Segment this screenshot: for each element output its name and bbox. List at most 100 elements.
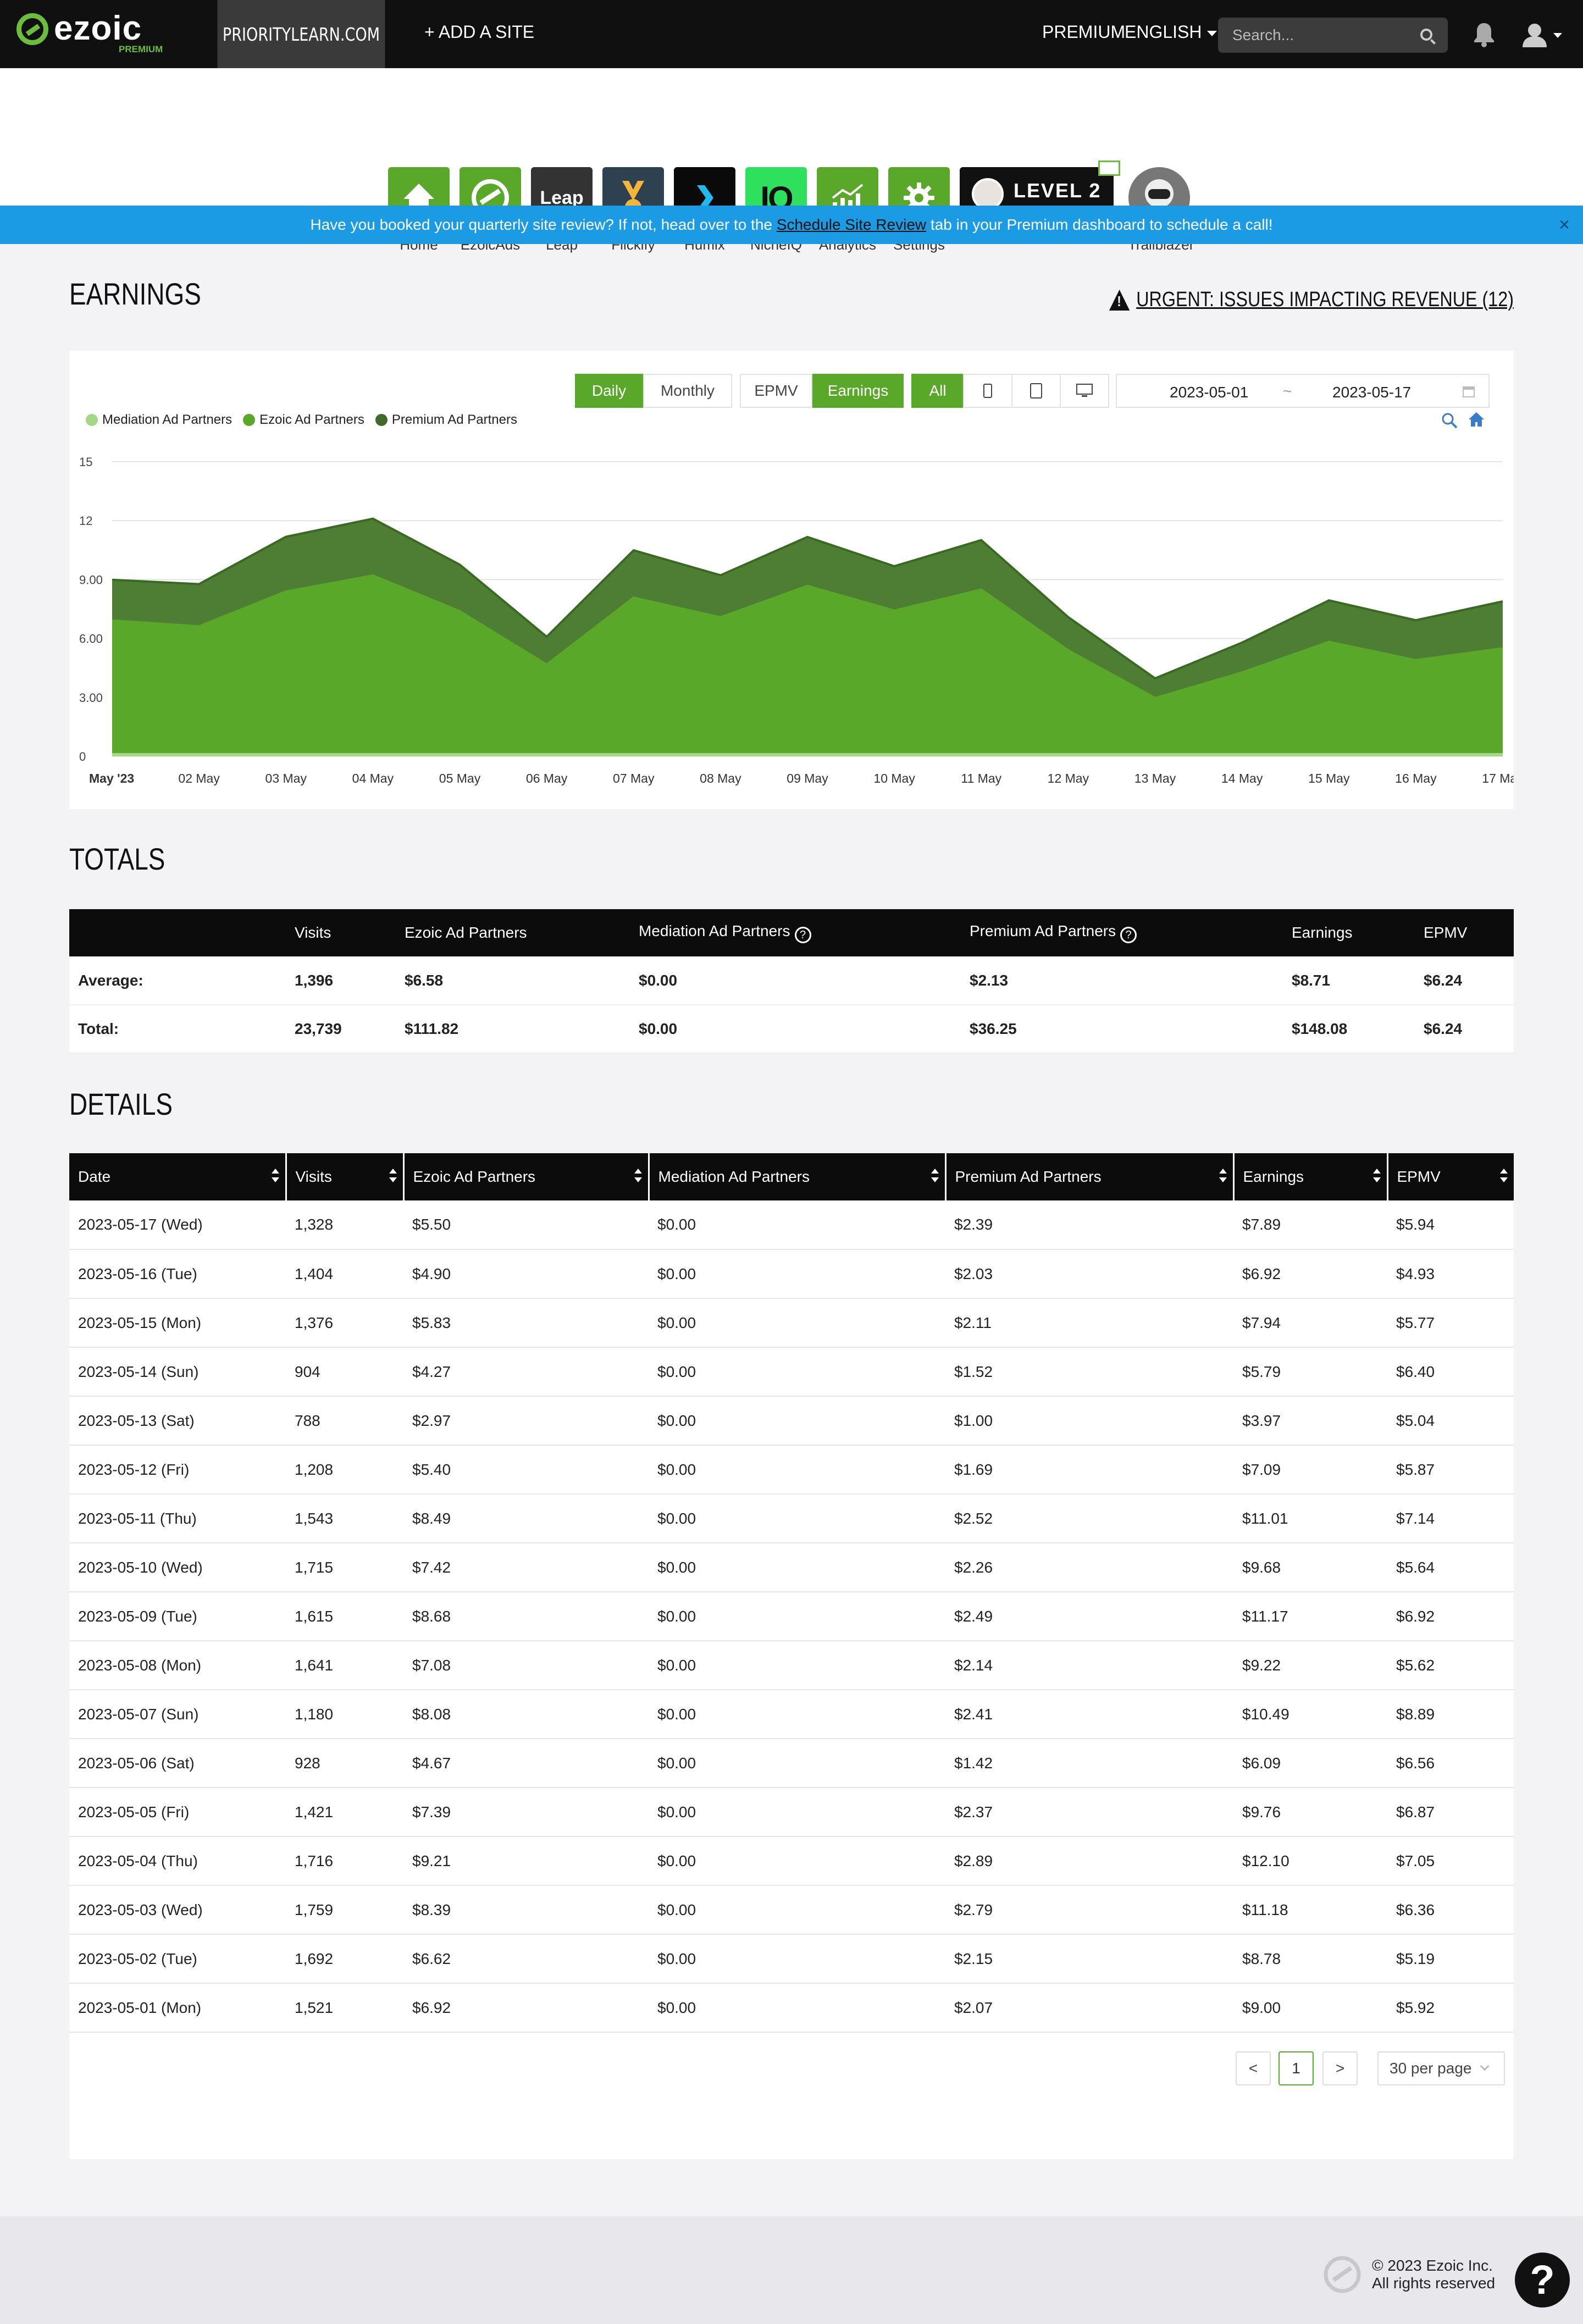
date-range-picker[interactable]: 2023-05-01 ~ 2023-05-17 <box>1116 374 1490 408</box>
table-cell: $11.01 <box>1233 1494 1387 1543</box>
zoom-icon[interactable] <box>1441 412 1458 429</box>
all-devices-toggle[interactable]: All <box>911 374 964 408</box>
date-start[interactable]: 2023-05-01 <box>1170 384 1249 401</box>
table-cell: $2.89 <box>945 1836 1233 1886</box>
legend-item-premium[interactable]: Premium Ad Partners <box>375 412 517 428</box>
next-page-button[interactable]: > <box>1322 2051 1358 2085</box>
help-icon[interactable]: ? <box>1120 927 1137 943</box>
date-end[interactable]: 2023-05-17 <box>1332 384 1412 401</box>
logo-tier: PREMIUM <box>119 44 163 54</box>
table-cell: $7.09 <box>1233 1445 1387 1495</box>
table-cell: 2023-05-15 (Mon) <box>69 1298 286 1348</box>
sortable-column-header[interactable]: Visits <box>286 1153 405 1200</box>
desktop-filter[interactable] <box>1060 374 1109 408</box>
sortable-column-header[interactable]: Earnings <box>1233 1153 1388 1200</box>
totals-header: Mediation Ad Partners? <box>639 909 970 956</box>
sortable-column-header[interactable]: EPMV <box>1387 1153 1514 1200</box>
totals-header <box>69 909 295 956</box>
table-cell: $6.62 <box>403 1934 649 1984</box>
calendar-icon[interactable] <box>1462 385 1475 398</box>
column-label: Premium Ad Partners <box>955 1168 1102 1185</box>
help-icon[interactable]: ? <box>794 927 811 943</box>
table-cell: 1,208 <box>286 1445 403 1495</box>
monthly-toggle[interactable]: Monthly <box>643 374 732 408</box>
table-cell: $2.97 <box>403 1396 649 1446</box>
ezoic-logo[interactable]: ezoic PREMIUM <box>16 12 163 56</box>
table-cell: 1,376 <box>286 1298 403 1348</box>
x-tick-label: 07 May <box>613 771 655 785</box>
user-menu-icon[interactable] <box>1523 23 1563 47</box>
y-tick-label: 3.00 <box>79 691 103 705</box>
ezoic-logo-icon <box>16 13 48 45</box>
table-row: 2023-05-04 (Thu) 1,716 $9.21 $0.00 $2.89 $12.… <box>69 1836 1514 1886</box>
urgent-text: URGENT: ISSUES IMPACTING REVENUE (12) <box>1136 288 1514 311</box>
mail-icon[interactable] <box>1098 161 1120 176</box>
table-cell: $6.92 <box>1387 1592 1514 1641</box>
totals-cell: $111.82 <box>405 1005 639 1054</box>
schedule-site-review-link[interactable]: Schedule Site Review <box>776 216 927 233</box>
table-cell: $4.27 <box>403 1347 649 1397</box>
site-selector-tab[interactable]: PRIORITYLEARN.COM <box>217 0 385 68</box>
column-label: EPMV <box>1397 1168 1441 1185</box>
tablet-filter[interactable] <box>1011 374 1061 408</box>
table-cell: $1.00 <box>945 1396 1233 1446</box>
earnings-toggle[interactable]: Earnings <box>812 374 904 408</box>
totals-row: Total: 23,739 $111.82 $0.00 $36.25 $148.08 $6.… <box>69 1005 1514 1054</box>
table-cell: $0.00 <box>649 1200 945 1250</box>
top-navbar: ezoic PREMIUM PRIORITYLEARN.COM + ADD A … <box>0 0 1583 68</box>
epmv-toggle[interactable]: EPMV <box>740 374 812 408</box>
table-cell: $6.56 <box>1387 1739 1514 1788</box>
table-cell: $8.39 <box>403 1885 649 1935</box>
reset-zoom-home-icon[interactable] <box>1468 411 1485 428</box>
table-cell: $6.09 <box>1233 1739 1387 1788</box>
table-cell: 2023-05-08 (Mon) <box>69 1641 286 1690</box>
legend-dot <box>86 414 98 426</box>
table-cell: $2.49 <box>945 1592 1233 1641</box>
warning-icon <box>1109 289 1130 311</box>
legend-item-mediation[interactable]: Mediation Ad Partners <box>86 412 232 428</box>
table-cell: $2.15 <box>945 1934 1233 1984</box>
table-cell: $5.79 <box>1233 1347 1387 1397</box>
search-icon[interactable] <box>1420 29 1432 41</box>
bell-icon[interactable] <box>1473 22 1495 47</box>
help-button[interactable]: ? <box>1515 2253 1570 2308</box>
table-cell: 2023-05-14 (Sun) <box>69 1347 286 1397</box>
premium-link[interactable]: PREMIUM <box>1042 22 1126 42</box>
sortable-column-header[interactable]: Ezoic Ad Partners <box>403 1153 650 1200</box>
sortable-column-header[interactable]: Date <box>69 1153 287 1200</box>
table-cell: $2.07 <box>945 1983 1233 2033</box>
language-dropdown[interactable]: ENGLISH <box>1125 22 1217 42</box>
sortable-column-header[interactable]: Premium Ad Partners <box>945 1153 1235 1200</box>
mobile-filter[interactable] <box>963 374 1012 408</box>
table-row: 2023-05-12 (Fri) 1,208 $5.40 $0.00 $1.69 $7.0… <box>69 1445 1514 1495</box>
table-cell: $5.94 <box>1387 1200 1514 1250</box>
table-cell: $6.92 <box>403 1983 649 2033</box>
table-cell: $9.00 <box>1233 1983 1387 2033</box>
column-label: Date <box>78 1168 111 1185</box>
search-input[interactable] <box>1218 18 1405 53</box>
table-cell: 1,180 <box>286 1690 403 1739</box>
table-cell: $2.41 <box>945 1690 1233 1739</box>
totals-cell: $2.13 <box>970 956 1292 1005</box>
x-tick-label: 05 May <box>439 771 481 785</box>
table-cell: $2.79 <box>945 1885 1233 1935</box>
page-1-button[interactable]: 1 <box>1278 2051 1314 2085</box>
x-tick-label: 13 May <box>1134 771 1176 785</box>
x-tick-label: 06 May <box>526 771 568 785</box>
urgent-issues-link[interactable]: URGENT: ISSUES IMPACTING REVENUE (12) <box>1109 288 1514 312</box>
details-title: DETAILS <box>69 1087 173 1121</box>
daily-toggle[interactable]: Daily <box>575 374 643 408</box>
close-icon[interactable]: × <box>1559 214 1570 235</box>
table-cell: $1.52 <box>945 1347 1233 1397</box>
legend-item-ezoic[interactable]: Ezoic Ad Partners <box>243 412 364 428</box>
sortable-column-header[interactable]: Mediation Ad Partners <box>649 1153 947 1200</box>
search-box[interactable] <box>1218 18 1448 53</box>
add-site-link[interactable]: + ADD A SITE <box>424 22 535 42</box>
table-cell: 1,543 <box>286 1494 403 1543</box>
table-cell: $8.78 <box>1233 1934 1387 1984</box>
prev-page-button[interactable]: < <box>1236 2051 1271 2085</box>
series-line-ezoic <box>112 574 1503 700</box>
per-page-select[interactable]: 30 per page <box>1377 2051 1505 2085</box>
table-cell: $0.00 <box>649 1788 945 1837</box>
totals-cell: 1,396 <box>295 956 405 1005</box>
